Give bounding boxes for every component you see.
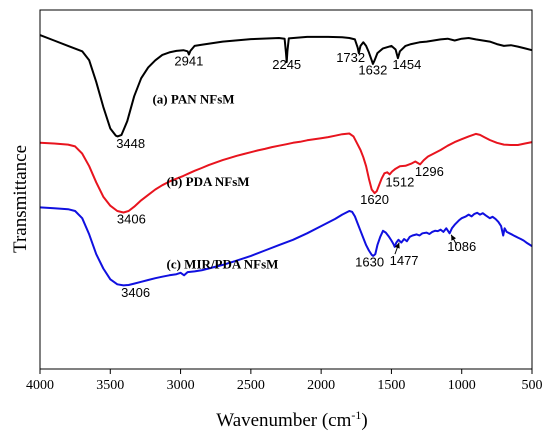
x-tick-label: 2500	[237, 378, 265, 393]
series-label: (a) PAN NFsM	[152, 91, 234, 106]
series-line-3	[39, 206, 533, 287]
peak-label: 1732	[336, 50, 365, 65]
x-tick-label: 3000	[167, 378, 195, 393]
peak-arrows	[394, 234, 458, 255]
x-tick-label: 500	[522, 378, 543, 393]
peak-label: 1477	[390, 253, 419, 268]
arrow-head	[451, 234, 456, 241]
x-tick-label: 1500	[377, 378, 405, 393]
peak-label: 1512	[385, 175, 414, 190]
y-axis-title: Transmittance	[10, 145, 31, 253]
arrow-head	[394, 242, 400, 249]
peak-label: 3406	[117, 212, 146, 227]
x-axis-title: Wavenumber (cm-1)	[216, 408, 367, 431]
series-line-1	[39, 34, 533, 138]
peak-label: 1296	[415, 164, 444, 179]
plot-frame	[39, 9, 533, 370]
peak-label: 1454	[392, 57, 421, 72]
peak-label: 3448	[116, 136, 145, 151]
x-tick-label: 3500	[96, 378, 124, 393]
x-tick-label: 2000	[307, 378, 335, 393]
series-line-2	[39, 132, 533, 214]
peak-label: 3406	[121, 285, 150, 300]
peak-label: 2245	[272, 57, 301, 72]
series-labels: (a) PAN NFsM (b) PDA NFsM (c) MIR/PDA NFsM	[152, 91, 278, 271]
peak-label: 1620	[360, 192, 389, 207]
x-tick-label: 1000	[448, 378, 476, 393]
peak-label: 1632	[358, 63, 387, 78]
peak-label: 2941	[174, 54, 203, 69]
peak-label: 1630	[355, 255, 384, 270]
x-tick-label: 4000	[26, 378, 54, 393]
peak-label: 1086	[447, 239, 476, 254]
series-label: (c) MIR/PDA NFsM	[167, 256, 279, 271]
spectra-lines	[39, 34, 533, 287]
series-label: (b) PDA NFsM	[167, 174, 250, 189]
x-axis-ticks: 4000 3500 3000 2500 2000 1500 1000 500	[26, 369, 543, 393]
